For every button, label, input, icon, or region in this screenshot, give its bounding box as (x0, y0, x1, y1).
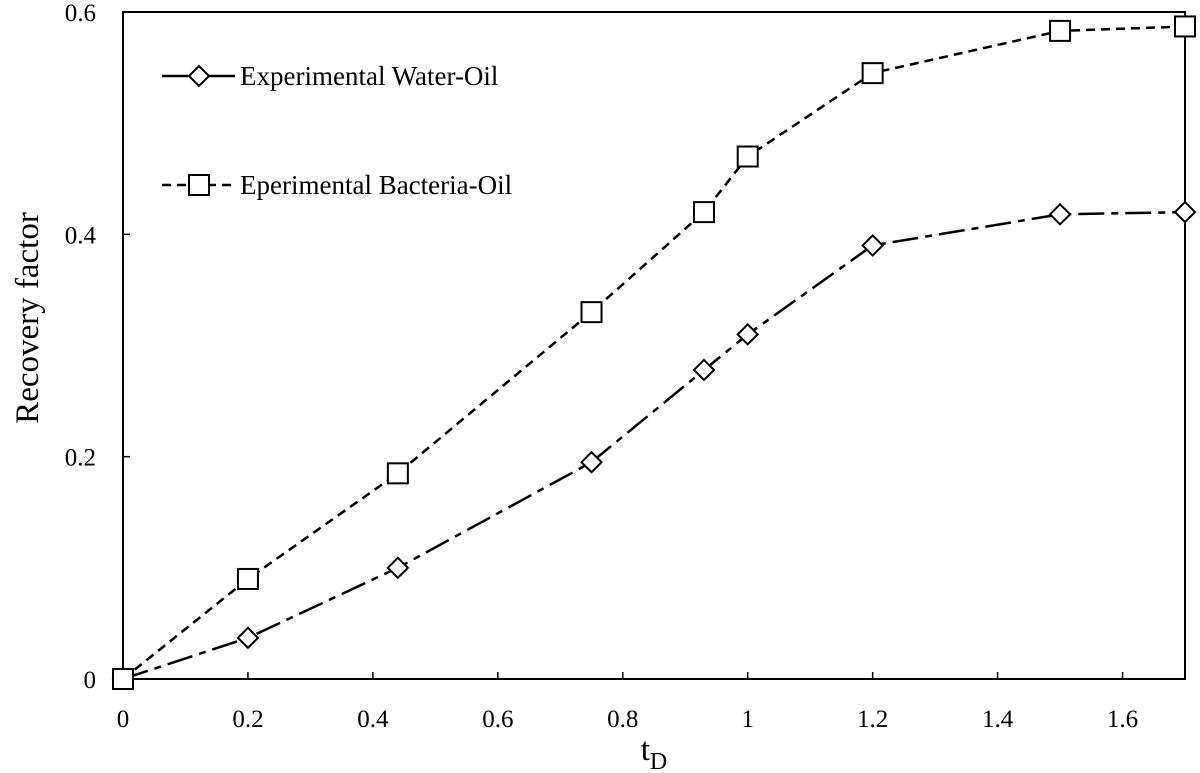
data-point-diamond (1048, 202, 1072, 226)
y-tick-label: 0.6 (65, 0, 96, 27)
plot-area-frame (122, 11, 1186, 680)
data-point-square (1174, 15, 1196, 38)
x-tick-label: 1 (741, 706, 754, 733)
x-tick-label: 0.2 (232, 706, 263, 733)
x-axis-title-main: t (641, 732, 650, 768)
data-point-diamond (861, 234, 885, 257)
series-line (122, 210, 1186, 681)
legend-label-bacteria-oil: Eperimental Bacteria-Oil (240, 170, 512, 200)
data-point-square (386, 462, 409, 485)
x-tick-label: 0.8 (607, 706, 638, 733)
data-point-square (236, 567, 259, 590)
tick-layer: 0 0.2 0.4 0.6 0.8 1 1.2 1.4 1.6 0 0.2 0.4 0.6 (65, 0, 1138, 733)
legend-entry-water-oil: Experimental Water-Oil (162, 61, 498, 91)
x-tick-label: 1.4 (982, 706, 1014, 733)
x-tick-label: 0 (117, 706, 130, 733)
data-point-diamond (692, 358, 716, 382)
x-axis-title: tD (641, 732, 668, 773)
series-layer (111, 15, 1197, 691)
legend-entry-bacteria-oil: Eperimental Bacteria-Oil (162, 170, 512, 200)
series-line (122, 25, 1186, 680)
data-point-diamond (386, 556, 410, 580)
data-point-diamond (236, 626, 260, 650)
x-tick-label: 0.6 (482, 706, 513, 733)
x-tick-label: 1.6 (1107, 706, 1138, 733)
data-point-diamond (580, 450, 603, 474)
legend-square-marker (188, 174, 210, 196)
legend-label-water-oil: Experimental Water-Oil (240, 61, 498, 91)
y-axis-title: Recovery factor (10, 212, 46, 424)
data-point-square (736, 145, 759, 168)
y-tick-label: 0.2 (65, 445, 96, 472)
data-point-square (692, 201, 715, 224)
data-point-square (112, 668, 134, 690)
x-tick-label: 1.2 (857, 706, 888, 733)
data-point-square (1049, 19, 1072, 42)
data-point-square (580, 301, 603, 324)
legend-diamond-marker (187, 64, 211, 88)
data-point-diamond (1173, 200, 1197, 224)
y-tick-label: 0 (84, 667, 97, 694)
series-water-oil (111, 200, 1197, 691)
data-point-diamond (736, 322, 760, 346)
x-tick-label: 0.4 (357, 706, 389, 733)
data-point-square (861, 62, 884, 85)
legend: Experimental Water-Oil Eperimental Bacte… (162, 61, 512, 200)
x-axis-title-subscript: D (650, 749, 667, 773)
y-tick-label: 0.4 (65, 222, 97, 249)
series-bacteria-oil (112, 15, 1196, 690)
